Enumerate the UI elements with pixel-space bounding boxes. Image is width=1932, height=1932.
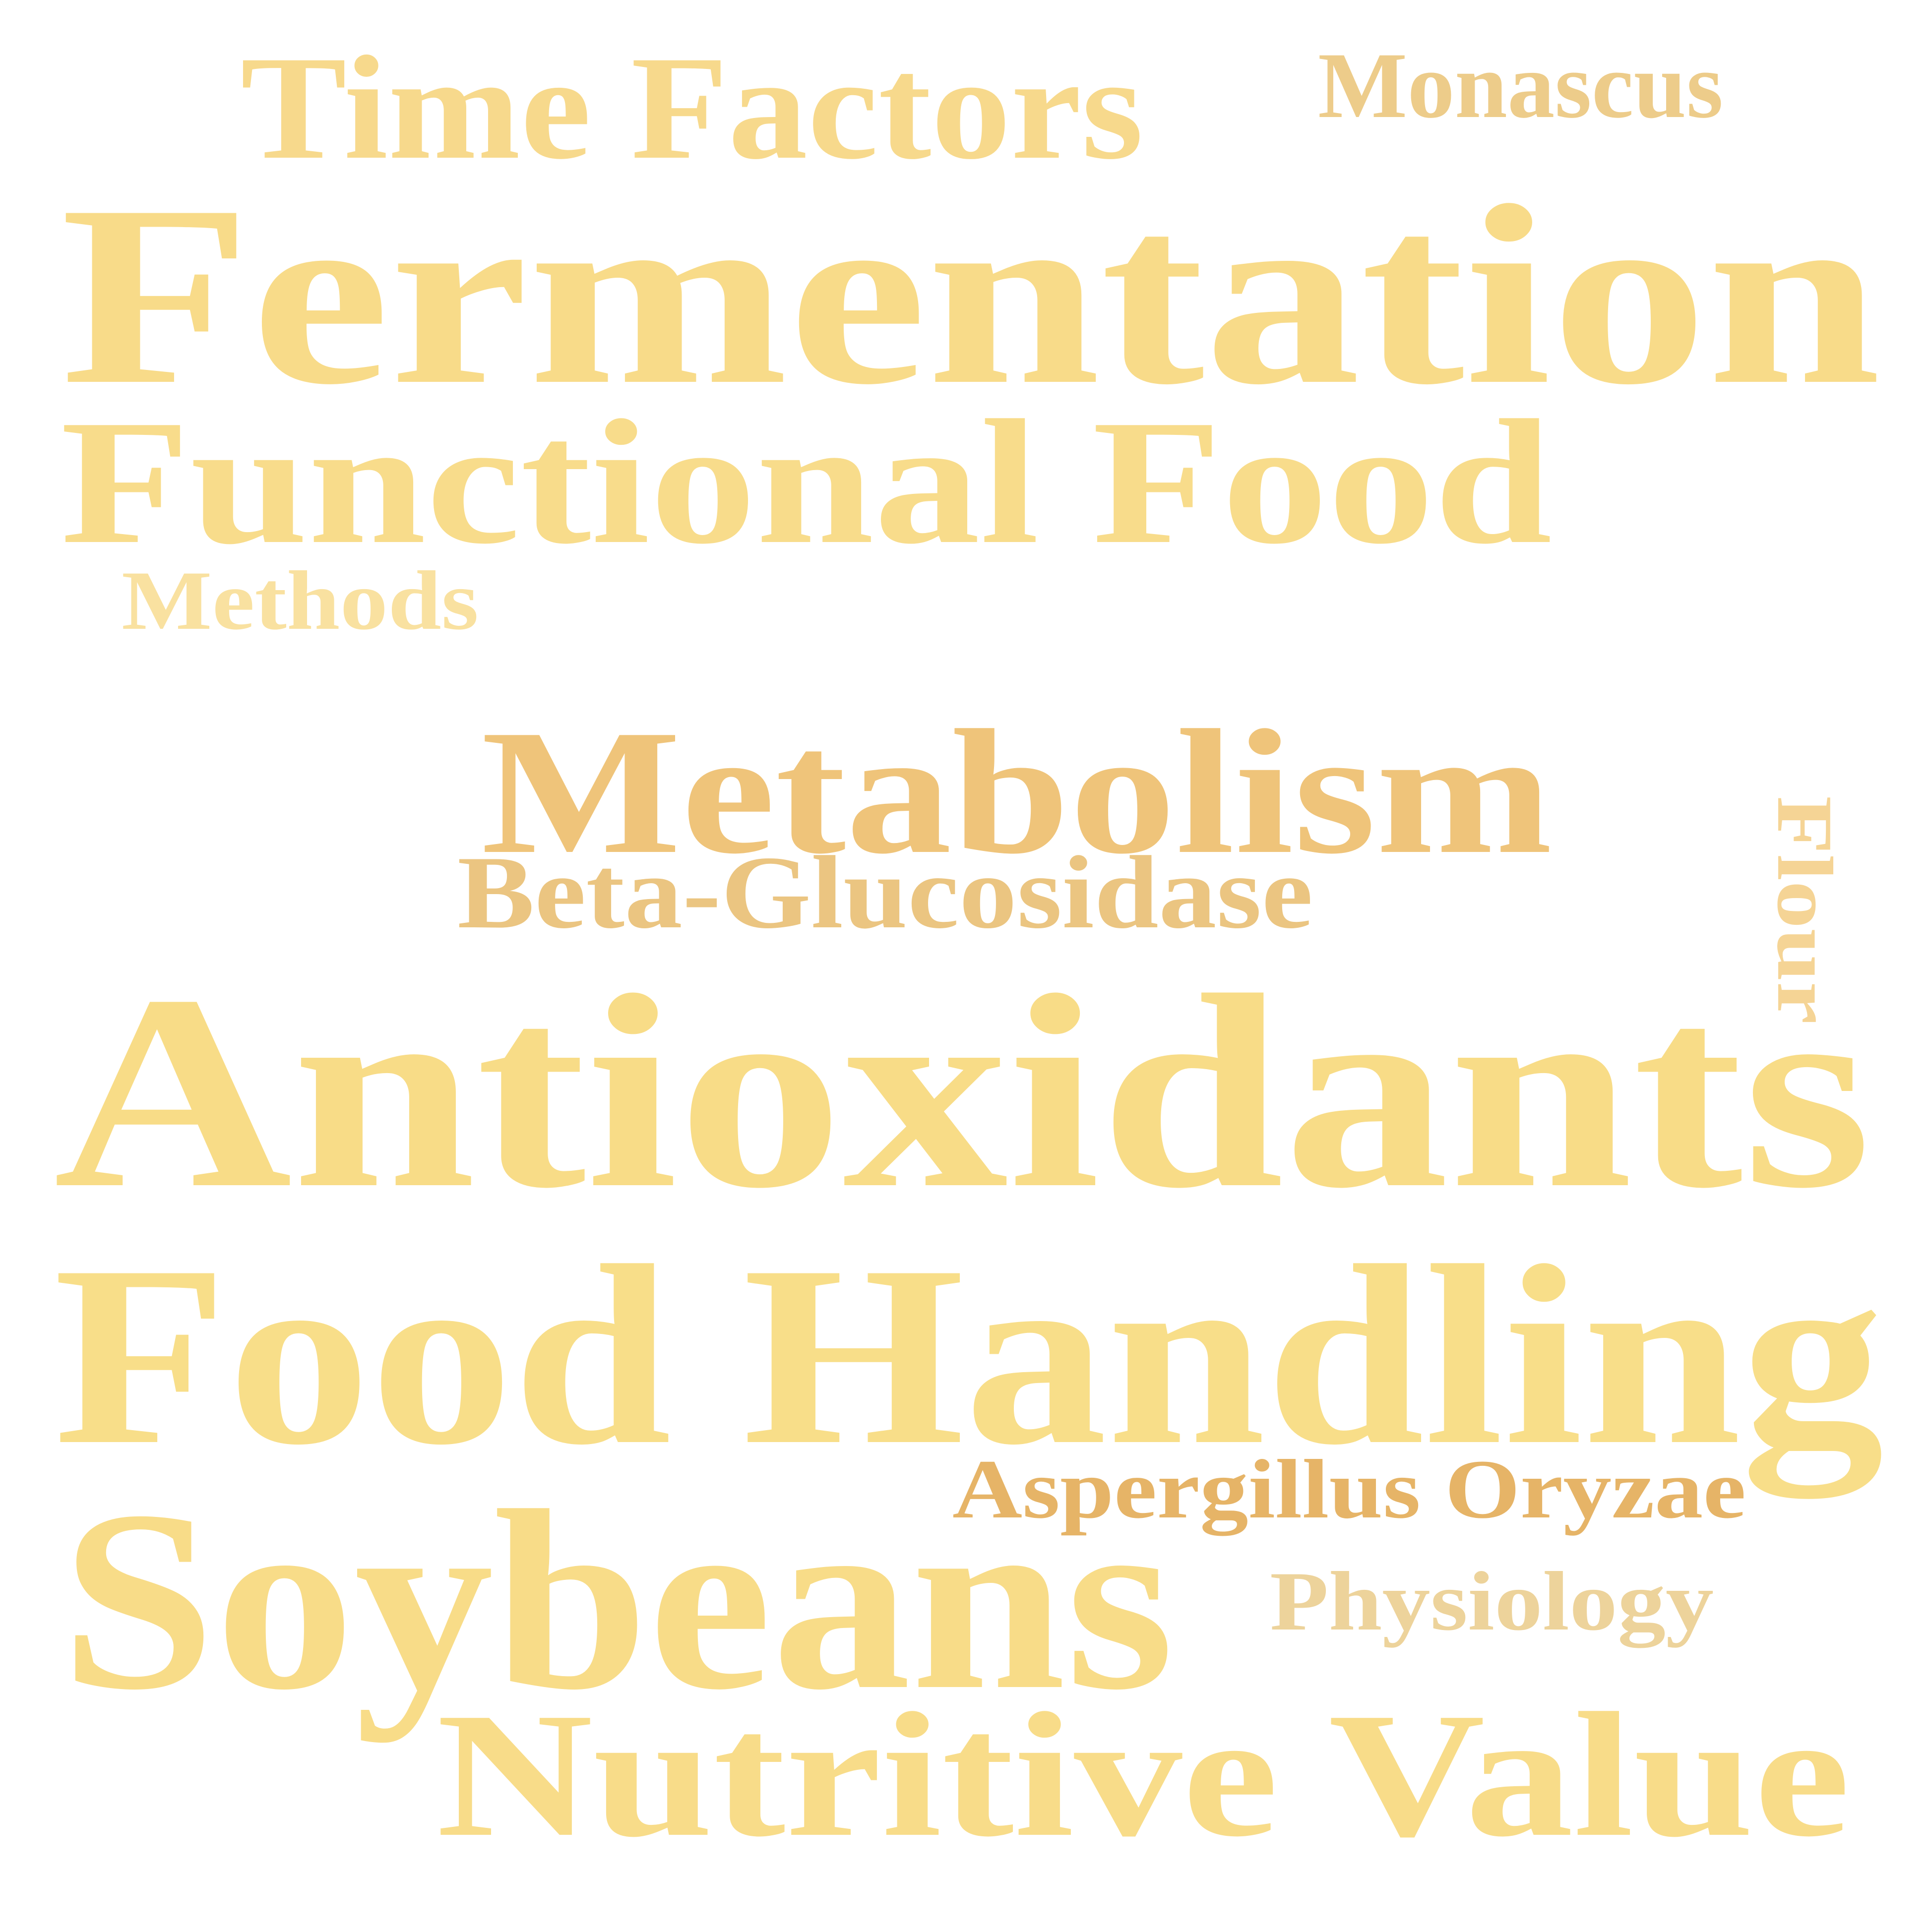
word-food-handling: Food Handling (54, 1213, 1884, 1503)
word-physiology: Physiology (1270, 1555, 1714, 1648)
word-aspergillus-oryzae: Aspergillus Oryzae (952, 1443, 1746, 1536)
word-antioxidants: Antioxidants (54, 938, 1871, 1246)
word-fermentation: Fermentation (61, 153, 1881, 438)
word-beta-glucosidase: Beta-Glucosidase (457, 835, 1313, 950)
word-metabolism: Metabolism (481, 693, 1553, 891)
word-flour: Flour (1761, 796, 1849, 1024)
word-time-factors: Time Factors (241, 25, 1143, 190)
word-methods: Methods (122, 554, 479, 647)
word-functional-food: Functional Food (61, 383, 1552, 581)
word-nutritive-value: Nutritive Value (436, 1676, 1850, 1873)
word-monascus: Monascus (1318, 34, 1723, 138)
word-soybeans: Soybeans (61, 1458, 1174, 1744)
